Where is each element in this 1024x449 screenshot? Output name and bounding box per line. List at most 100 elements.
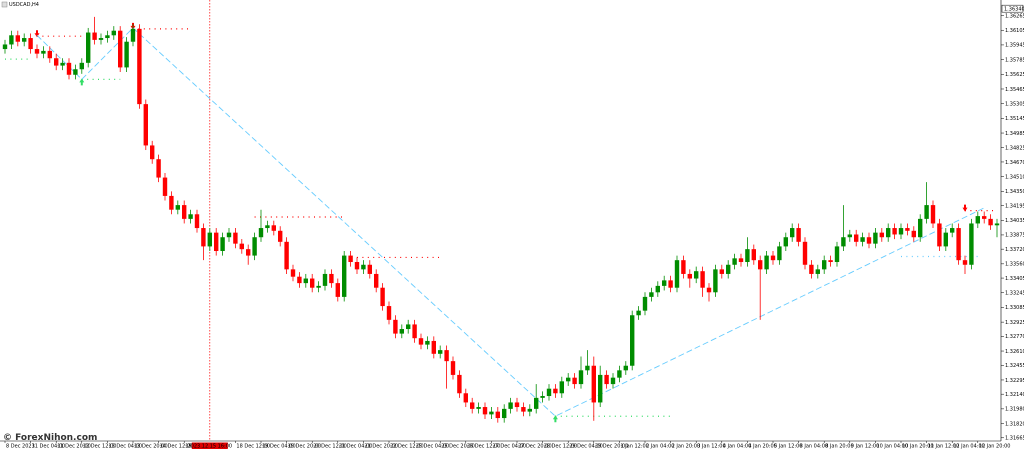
candle-body	[444, 350, 449, 362]
candle-body	[521, 407, 526, 412]
candle-body	[758, 260, 763, 270]
y-tick-label: 1.36105	[1005, 28, 1024, 34]
x-tick-label: 27 Dec 20:00	[518, 444, 552, 449]
candle-body	[348, 255, 353, 263]
candle-body	[239, 243, 244, 250]
x-tick-label: 25 Dec 04:00	[416, 444, 450, 449]
x-tick-label: 12 Jan 04:00	[953, 444, 985, 449]
x-tick-label: 3 Jan 12:00	[697, 444, 725, 449]
candle-body	[514, 402, 520, 408]
candle-body	[732, 258, 737, 265]
candle-body	[150, 145, 155, 160]
x-tick-label: 8 Jan 20:00	[825, 444, 853, 449]
signal-arrow	[552, 415, 558, 423]
candle-body	[201, 228, 206, 247]
candle-body	[930, 205, 936, 224]
candle-body	[841, 237, 846, 247]
candle-body	[367, 264, 372, 274]
candle-body	[655, 285, 660, 293]
candle-body	[482, 407, 488, 415]
candle-body	[706, 287, 712, 293]
candle-body	[559, 381, 564, 394]
candle-body	[738, 258, 744, 263]
x-tick-label: 5 Jan 12:00	[774, 444, 802, 449]
candle-body	[578, 370, 584, 385]
candle-body	[719, 269, 724, 274]
x-tick-label: 19 Dec 20:00	[288, 444, 322, 449]
candle-body	[886, 228, 891, 238]
candle-body	[764, 255, 769, 270]
candle-body	[969, 223, 974, 265]
candle-body	[207, 232, 212, 247]
y-tick-label: 1.32455	[1005, 363, 1024, 369]
candle-body	[98, 38, 104, 40]
candle-body	[92, 32, 97, 40]
y-tick-label: 1.35145	[1005, 116, 1024, 122]
candle-body	[809, 264, 814, 274]
y-tick-label: 1.31820	[1005, 421, 1024, 427]
candle-body	[687, 273, 692, 279]
candle-body	[175, 205, 180, 210]
candle-body	[252, 237, 257, 256]
candle-body	[463, 393, 468, 403]
x-tick-label: 13 Dec 04:00	[108, 444, 142, 449]
candle-body	[508, 402, 513, 409]
candle-body	[873, 232, 878, 244]
candle-body	[546, 388, 552, 397]
candle-body	[188, 214, 193, 219]
y-tick-label: 1.34670	[1005, 160, 1024, 166]
candle-body	[214, 232, 219, 251]
candle-body	[777, 246, 782, 261]
price-marker-box	[1001, 4, 1024, 13]
candle-body	[962, 260, 968, 265]
x-tick-label: 11 Dec 04:00	[32, 444, 66, 449]
candle-body	[41, 50, 46, 54]
candle-body	[713, 269, 718, 293]
candle-body	[393, 319, 398, 334]
candle-body	[662, 280, 667, 286]
candle-body	[770, 255, 776, 261]
candle-body	[591, 365, 596, 403]
candle-body	[918, 218, 923, 238]
candle-body	[105, 35, 110, 39]
x-tick-label: 4 Jan 20:00	[748, 444, 776, 449]
chart-title: USDCAD,H4	[9, 2, 39, 8]
candle-body	[847, 234, 852, 238]
candle-body	[284, 241, 289, 270]
y-tick-label: 1.34035	[1005, 218, 1024, 224]
candle-body	[73, 69, 78, 75]
y-tick-label: 1.32295	[1005, 378, 1024, 384]
candle-body	[470, 402, 475, 409]
crosshair-label: 2023.12.15 16:00	[187, 444, 232, 449]
y-tick-label: 1.34825	[1005, 146, 1024, 152]
candle-body	[162, 177, 168, 196]
candle-body	[892, 228, 897, 235]
y-tick-label: 1.34195	[1005, 203, 1024, 209]
y-tick-label: 1.35945	[1005, 43, 1024, 49]
x-tick-label: 28 Dec 12:00	[544, 444, 578, 449]
candle-body	[534, 397, 539, 409]
candle-body	[495, 411, 500, 419]
candle-body	[982, 216, 987, 219]
y-tick-label: 1.36265	[1005, 13, 1024, 19]
y-tick-label: 1.32140	[1005, 392, 1024, 398]
candle-body	[399, 329, 404, 334]
candle-body	[246, 249, 251, 256]
candle-body	[553, 388, 558, 394]
candle-body	[751, 249, 756, 261]
x-tick-label: 10 Jan 04:00	[876, 444, 908, 449]
x-tick-label: 29 Dec 04:00	[569, 444, 603, 449]
candle-body	[15, 35, 20, 42]
candle-body	[527, 408, 532, 412]
candle-body	[412, 324, 417, 339]
signal-arrow	[79, 78, 85, 86]
candle-body	[623, 365, 628, 371]
candle-body	[802, 241, 808, 265]
candle-body	[988, 218, 993, 226]
candle-body	[834, 246, 840, 263]
y-tick-label: 1.33245	[1005, 291, 1024, 297]
candle-body	[34, 49, 40, 54]
